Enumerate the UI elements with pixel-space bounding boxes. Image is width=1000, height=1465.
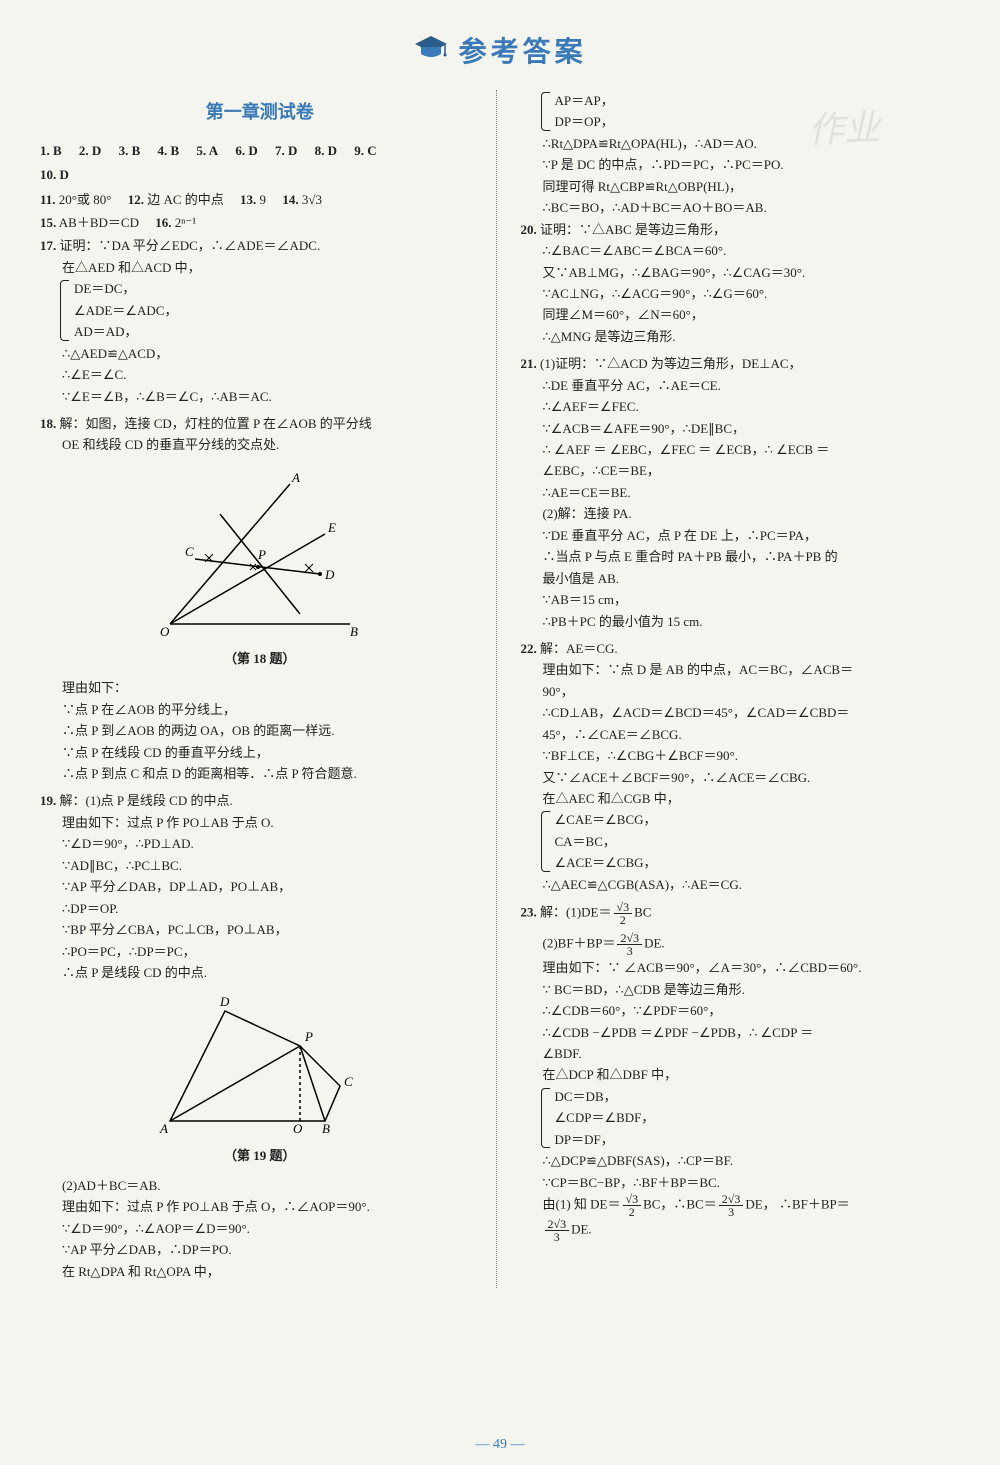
problem-23: 23. 解：(1)DE＝√32BC (2)BF＋BP＝2√33DE. 理由如下：… — [521, 901, 961, 1243]
section-title: 第一章测试卷 — [40, 98, 480, 128]
problem-21: 21. (1)证明：∵△ACD 为等边三角形，DE⊥AC， ∴DE 垂直平分 A… — [521, 353, 961, 632]
mc-ans: B — [53, 143, 62, 158]
mc-answers-row-1: 1. B 2. D 3. B 4. B 5. A 6. D 7. D 8. D … — [40, 140, 480, 161]
mc-answers-row-2: 10. D — [40, 164, 480, 185]
content-columns: 第一章测试卷 1. B 2. D 3. B 4. B 5. A 6. D 7. … — [40, 90, 960, 1288]
page-title: 参考答案 — [459, 30, 587, 70]
figure-18: A B C D E O P （第 18 题） — [40, 464, 480, 669]
svg-text:P: P — [257, 547, 266, 562]
svg-text:C: C — [344, 1074, 353, 1089]
svg-text:D: D — [219, 994, 230, 1009]
mc-num: 1. — [40, 143, 50, 158]
figure-19: A B C D O P （第 19 题） — [40, 991, 480, 1166]
problem-19: 19. 解：(1)点 P 是线段 CD 的中点. 理由如下：过点 P 作 PO⊥… — [40, 790, 480, 1282]
svg-text:O: O — [293, 1121, 303, 1136]
problem-22: 22. 解：AE＝CG. 理由如下：∵点 D 是 AB 的中点，AC＝BC，∠A… — [521, 638, 961, 895]
page-header: 参考答案 — [40, 30, 960, 70]
problem-19-continued-brace: AP＝AP， DP＝OP， — [521, 90, 961, 133]
page-number: — 49 — — [0, 1437, 1000, 1453]
svg-text:B: B — [322, 1121, 330, 1136]
svg-text:A: A — [159, 1121, 168, 1136]
fill-row-11-14: 11. 20°或 80° 12. 边 AC 的中点 13. 9 14. 3√3 — [40, 189, 480, 210]
svg-text:C: C — [185, 544, 194, 559]
right-column: AP＝AP， DP＝OP， ∴Rt△DPA≌Rt△OPA(HL)，∴AD＝AO.… — [521, 90, 961, 1288]
svg-text:A: A — [291, 470, 300, 485]
svg-text:O: O — [160, 624, 170, 639]
figure-19-caption: （第 19 题） — [40, 1145, 480, 1166]
problem-20: 20. 证明：∵△ABC 是等边三角形， ∴∠BAC＝∠ABC＝∠BCA＝60°… — [521, 219, 961, 348]
svg-text:B: B — [350, 624, 358, 639]
svg-text:P: P — [304, 1029, 313, 1044]
svg-text:D: D — [324, 567, 335, 582]
problem-17: 17. 证明：∵DA 平分∠EDC，∴∠ADE＝∠ADC. 在△AED 和△AC… — [40, 235, 480, 407]
fill-row-15-16: 15. AB＋BD＝CD 16. 2ⁿ⁻¹ — [40, 212, 480, 233]
svg-text:E: E — [327, 520, 336, 535]
graduation-cap-icon — [413, 34, 449, 66]
figure-18-caption: （第 18 题） — [40, 648, 480, 669]
left-column: 第一章测试卷 1. B 2. D 3. B 4. B 5. A 6. D 7. … — [40, 90, 497, 1288]
problem-18: 18. 解：如图，连接 CD，灯柱的位置 P 在∠AOB 的平分线 OE 和线段… — [40, 413, 480, 785]
